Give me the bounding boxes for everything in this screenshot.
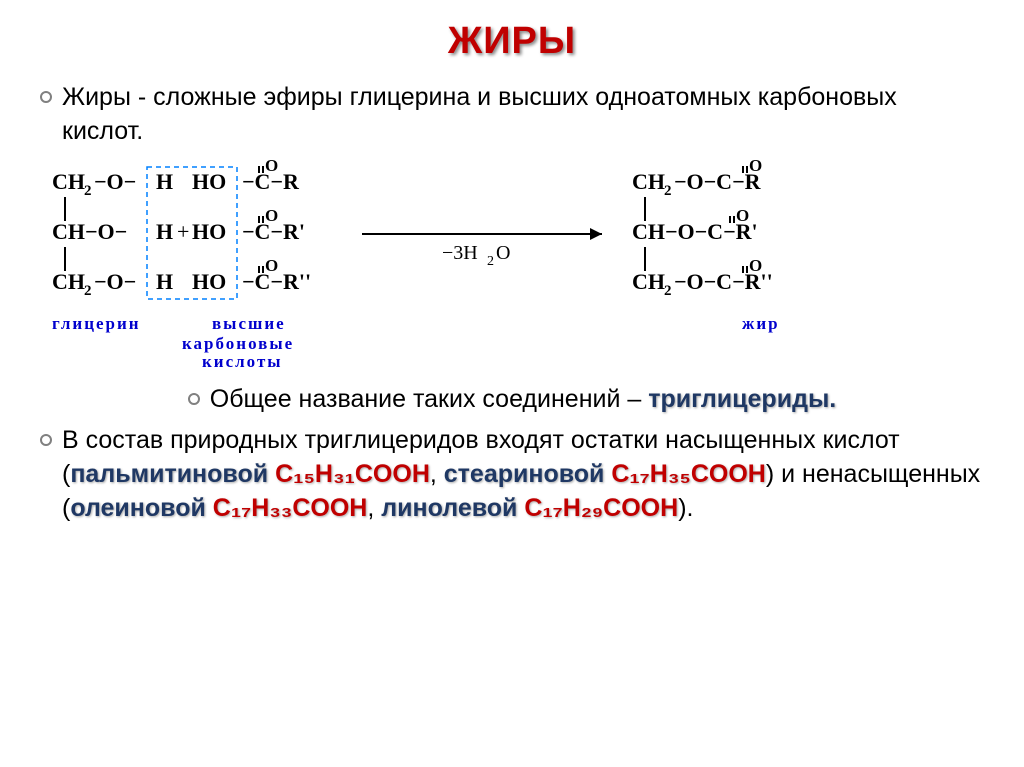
p3-lin-name: линолевой — [381, 494, 524, 522]
svg-text:CH−O−: CH−O− — [52, 219, 127, 244]
svg-text:O: O — [496, 242, 510, 264]
svg-text:HO: HO — [192, 169, 226, 194]
p2-text: Общее название таких соединений – — [210, 385, 648, 413]
p3-palm-formula: C₁₅H₃₁COOH — [275, 460, 430, 488]
p3-ste-name: стеариновой — [444, 460, 612, 488]
svg-text:O: O — [749, 159, 762, 175]
p3-ole-name: олеиновой — [70, 494, 212, 522]
svg-text:2: 2 — [664, 283, 672, 299]
svg-text:CH: CH — [52, 169, 85, 194]
svg-text:HO: HO — [192, 219, 226, 244]
p3-ole-formula: C₁₇H₃₃COOH — [213, 494, 368, 522]
svg-text:CH: CH — [632, 269, 665, 294]
p3-lin-formula: C₁₇H₂₉COOH — [524, 494, 678, 522]
svg-text:кислоты: кислоты — [202, 352, 283, 369]
p3-palm-name: пальмитиновой — [70, 460, 275, 488]
svg-text:CH: CH — [632, 169, 665, 194]
svg-text:высшие: высшие — [212, 314, 286, 333]
p3-sep1: , — [430, 460, 444, 488]
slide-title: ЖИРЫ — [40, 20, 984, 63]
paragraph-1: Жиры - сложные эфиры глицерина и высших … — [62, 81, 984, 149]
svg-text:O: O — [736, 206, 749, 225]
label-glycerin: глицерин — [52, 314, 141, 333]
p2-term: триглицериды. — [648, 385, 836, 413]
svg-text:O: O — [265, 256, 278, 275]
svg-text:HO: HO — [192, 269, 226, 294]
bullet-icon — [40, 91, 52, 103]
svg-text:−O−: −O− — [94, 169, 136, 194]
svg-text:−3H: −3H — [442, 242, 478, 264]
chemistry-diagram: CH2−O− CH−O− CH2−O− H H H HO HO HO + −C−… — [40, 159, 984, 369]
svg-text:2: 2 — [84, 183, 92, 199]
svg-text:O: O — [265, 206, 278, 225]
paragraph-2-row: Общее название таких соединений – тригли… — [40, 383, 984, 417]
svg-text:O: O — [749, 256, 762, 275]
svg-text:H: H — [156, 269, 173, 294]
p3-ste-formula: C₁₇H₃₅COOH — [611, 460, 765, 488]
label-fat: жир — [742, 314, 780, 333]
svg-text:карбоновые: карбоновые — [182, 334, 294, 353]
paragraph-1-row: Жиры - сложные эфиры глицерина и высших … — [40, 81, 984, 149]
svg-text:2: 2 — [84, 283, 92, 299]
p3-end: ). — [678, 494, 693, 522]
svg-text:O: O — [265, 159, 278, 175]
svg-text:2: 2 — [664, 183, 672, 199]
svg-text:2: 2 — [487, 254, 494, 269]
bullet-icon — [40, 434, 52, 446]
svg-text:H: H — [156, 169, 173, 194]
p3-sep3: , — [367, 494, 381, 522]
paragraph-3: В состав природных триглицеридов входят … — [62, 424, 984, 525]
paragraph-3-row: В состав природных триглицеридов входят … — [40, 424, 984, 525]
svg-text:+: + — [177, 219, 189, 244]
svg-text:−O−: −O− — [94, 269, 136, 294]
bullet-icon — [188, 393, 200, 405]
paragraph-2: Общее название таких соединений – тригли… — [210, 383, 837, 417]
svg-text:H: H — [156, 219, 173, 244]
svg-text:CH: CH — [52, 269, 85, 294]
